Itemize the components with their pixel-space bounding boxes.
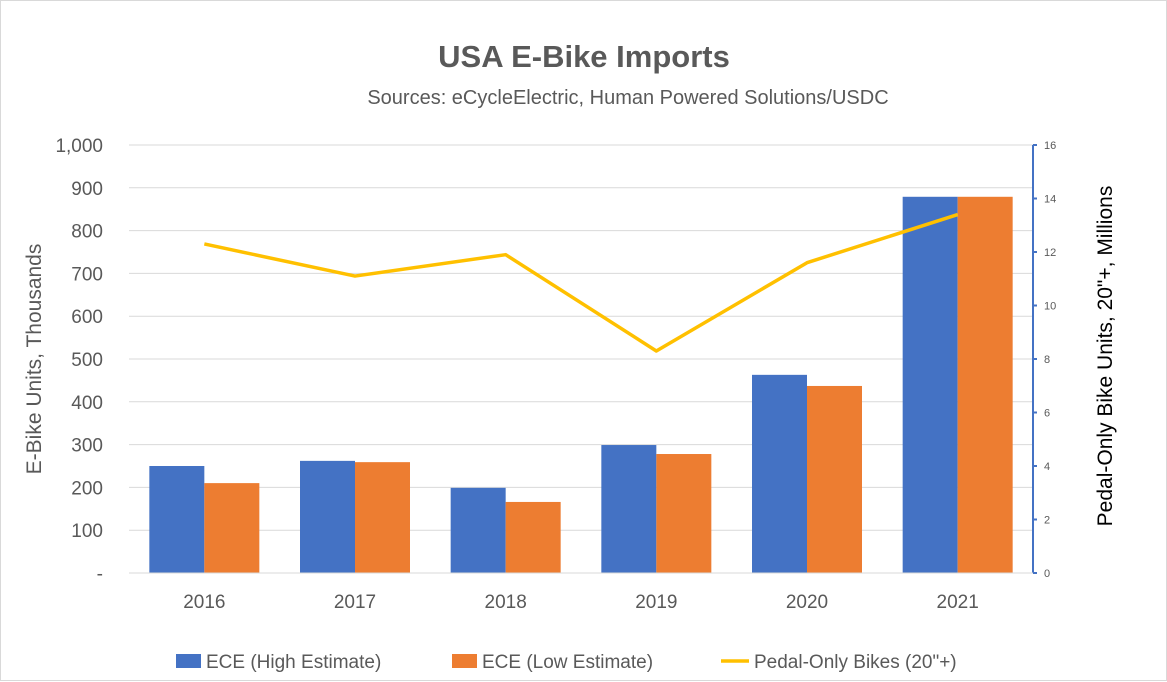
chart-subtitle: Sources: eCycleElectric, Human Powered S… <box>367 87 888 109</box>
right-tick-label: 4 <box>1044 461 1050 473</box>
x-tick-label: 2021 <box>937 592 979 613</box>
bar-high-2018 <box>450 487 506 573</box>
y-axis-label: E-Bike Units, Thousands <box>23 244 46 475</box>
y-tick-label: 200 <box>71 478 103 499</box>
x-tick-label: 2018 <box>485 592 527 613</box>
right-tick-label: 2 <box>1044 515 1050 527</box>
legend-swatch <box>176 654 201 668</box>
right-tick-label: 8 <box>1044 354 1050 366</box>
y-tick-label: 600 <box>71 307 103 328</box>
y-tick-label: 1,000 <box>55 136 103 157</box>
right-tick-label: 14 <box>1044 194 1056 206</box>
right-tick-label: 16 <box>1044 140 1056 152</box>
y-tick-label: 100 <box>71 521 103 542</box>
y-tick-label: 800 <box>71 222 103 243</box>
y-tick-label: 700 <box>71 264 103 285</box>
x-tick-label: 2019 <box>635 592 677 613</box>
right-tick-label: 12 <box>1044 247 1056 259</box>
bar-low-2019 <box>656 454 712 573</box>
y-tick-label: 900 <box>71 179 103 200</box>
line-series-pedal-bikes <box>203 212 959 353</box>
legend-label: Pedal-Only Bikes (20"+) <box>754 652 957 673</box>
bar-low-2017 <box>355 462 410 573</box>
bar-low-2018 <box>505 501 561 573</box>
legend-label: ECE (Low Estimate) <box>482 652 653 673</box>
bar-high-2017 <box>300 460 355 573</box>
right-axis-label: Pedal-Only Bike Units, 20"+, Millions <box>1094 186 1117 527</box>
y-tick-label: 500 <box>71 350 103 371</box>
y-tick-label: 300 <box>71 436 103 457</box>
bar-high-2021 <box>902 196 958 573</box>
right-tick-label: 6 <box>1044 408 1050 420</box>
x-tick-label: 2016 <box>183 592 225 613</box>
y-tick-label: 400 <box>71 393 103 414</box>
bar-high-2020 <box>752 374 807 573</box>
bar-low-2016 <box>204 483 260 573</box>
legend-swatch <box>452 654 477 668</box>
y-tick-label: - <box>97 564 103 585</box>
legend-label: ECE (High Estimate) <box>206 652 381 673</box>
x-tick-label: 2020 <box>786 592 828 613</box>
bar-low-2020 <box>807 385 862 573</box>
right-tick-label: 0 <box>1044 568 1050 580</box>
bar-low-2021 <box>957 196 1013 573</box>
bar-high-2016 <box>149 466 205 573</box>
right-tick-label: 10 <box>1044 301 1056 313</box>
chart-title: USA E-Bike Imports <box>438 39 730 74</box>
x-tick-label: 2017 <box>334 592 376 613</box>
bar-high-2019 <box>601 445 657 573</box>
